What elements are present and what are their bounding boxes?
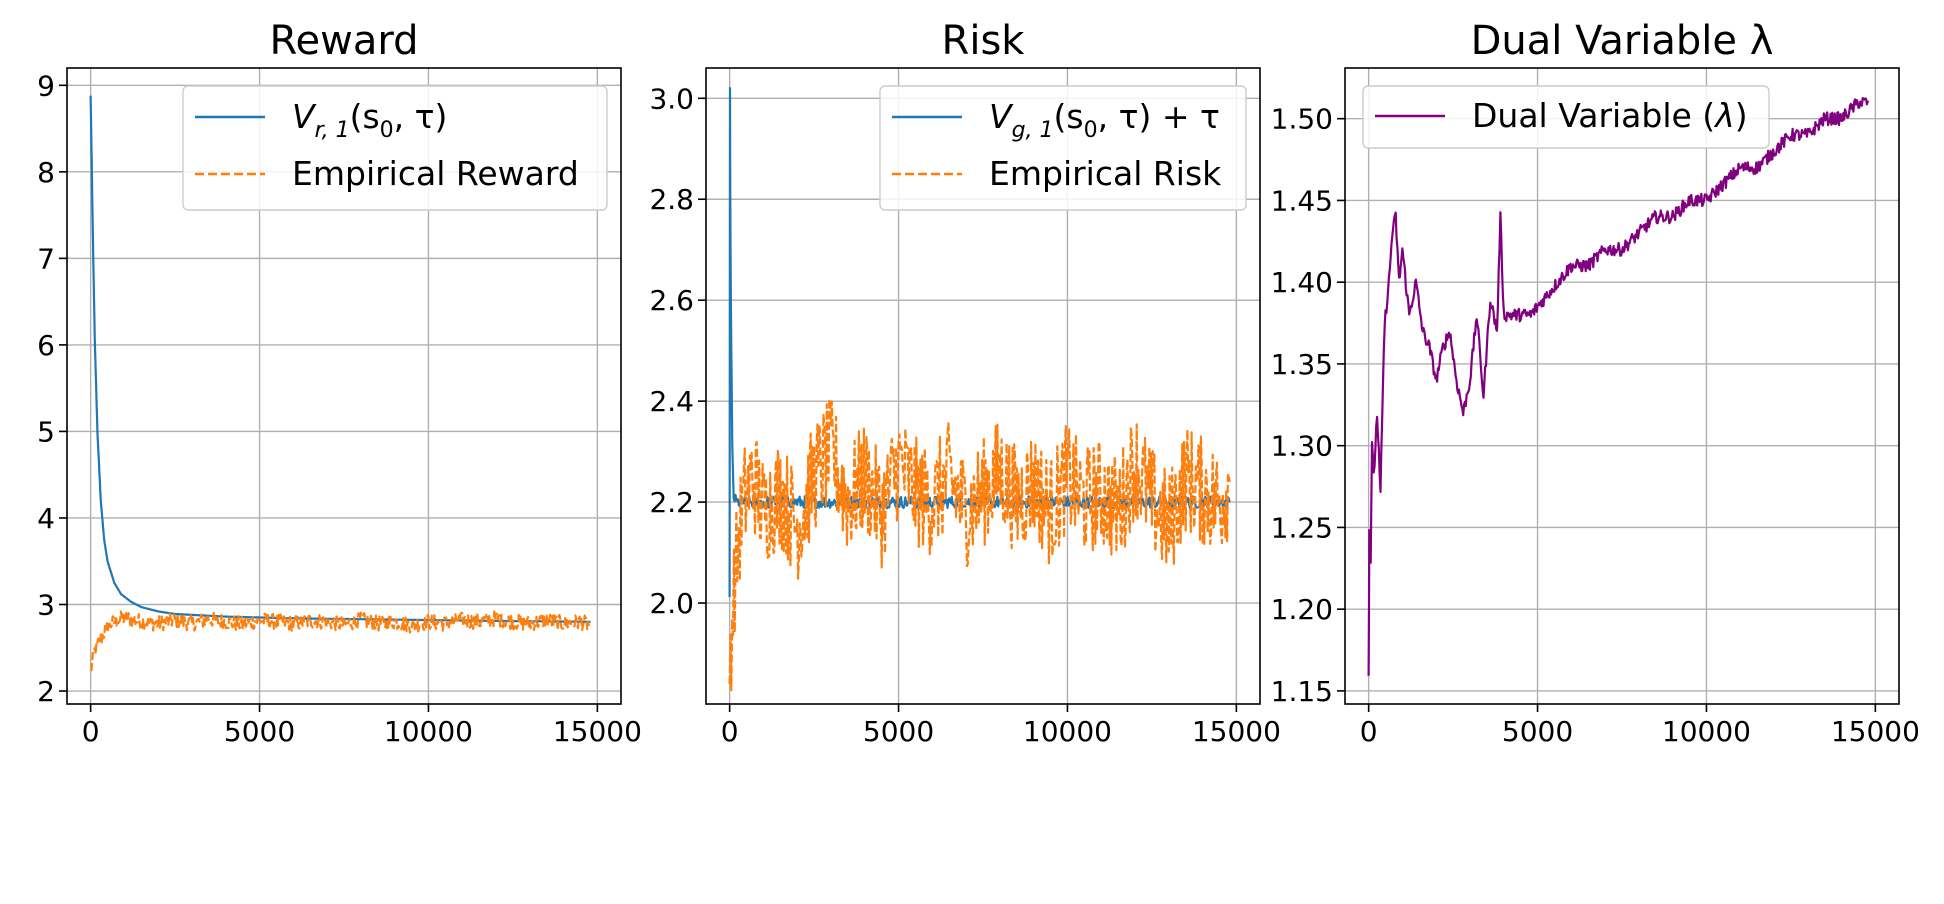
series-layer-risk xyxy=(728,86,1231,692)
x-tick-label: 0 xyxy=(721,715,739,748)
y-tick-label: 2.6 xyxy=(649,284,694,317)
x-tick-label: 0 xyxy=(82,715,100,748)
y-tick-label: 9 xyxy=(37,69,55,102)
legend-label-empirical-risk: Empirical Risk xyxy=(989,154,1222,193)
legend-reward: Vr, 1(s0, τ) Empirical Reward xyxy=(182,85,608,211)
x-tick-label: 0 xyxy=(1360,715,1378,748)
x-tick-label: 15000 xyxy=(1192,715,1281,748)
y-tick-label: 2 xyxy=(37,675,55,708)
y-tick-label: 1.50 xyxy=(1271,103,1333,136)
y-tick-label: 1.40 xyxy=(1271,266,1333,299)
series-line-reward-1 xyxy=(90,610,591,672)
ticks-dual-variable: 0 5000 10000 15000 1.15 1.20 1.25 1.30 1.35 1.40 1… xyxy=(1271,103,1920,748)
y-tick-label: 1.20 xyxy=(1271,593,1333,626)
y-tick-label: 1.15 xyxy=(1271,675,1333,708)
y-tick-label: 2.8 xyxy=(649,183,694,216)
x-tick-label: 5000 xyxy=(863,715,934,748)
chart-risk: Risk 0 5000 10000 15000 2.0 2.2 2.4 2.6 2.8 3.0 V… xyxy=(649,18,1280,748)
y-tick-label: 2.0 xyxy=(649,587,694,620)
legend-box-risk xyxy=(879,85,1247,211)
legend-label-risk-value-function: Vg, 1(s0, τ) + τ xyxy=(989,97,1220,143)
legend-risk: Vg, 1(s0, τ) + τ Empirical Risk xyxy=(879,85,1247,211)
y-tick-label: 2.4 xyxy=(649,385,694,418)
axes-frame-reward xyxy=(66,67,622,705)
y-tick-label: 6 xyxy=(37,329,55,362)
x-tick-label: 10000 xyxy=(384,715,473,748)
y-tick-label: 8 xyxy=(37,156,55,189)
series-line-risk-1 xyxy=(728,398,1231,692)
ticks-risk: 0 5000 10000 15000 2.0 2.2 2.4 2.6 2.8 3.0 xyxy=(649,82,1280,748)
y-tick-label: 5 xyxy=(37,415,55,448)
axes-frame-dual-variable xyxy=(1344,67,1900,705)
legend-box-dual-variable xyxy=(1362,85,1770,149)
legend-label-dual-variable: Dual Variable (λ) xyxy=(1472,96,1748,135)
chart-dual-variable: Dual Variable λ 0 5000 10000 15000 1.15 1.20 1… xyxy=(1271,18,1920,748)
grid-dual-variable xyxy=(1345,68,1899,704)
y-tick-label: 1.30 xyxy=(1271,430,1333,463)
legend-label-value-function: Vr, 1(s0, τ) xyxy=(292,97,447,143)
series-layer-dual-variable xyxy=(1367,96,1870,676)
chart-title-dual-variable: Dual Variable λ xyxy=(1471,18,1774,64)
y-tick-label: 2.2 xyxy=(649,486,694,519)
ticks-reward: 0 5000 10000 15000 2 3 4 5 6 7 8 9 xyxy=(37,69,642,748)
legend-label-empirical-reward: Empirical Reward xyxy=(292,154,579,193)
axes-frame-risk xyxy=(705,67,1261,705)
chart-reward: Reward 0 5000 10000 15000 2 3 4 5 6 7 8 9 Vr, 1(s0,… xyxy=(37,18,642,748)
y-tick-label: 3.0 xyxy=(649,82,694,115)
series-layer-reward xyxy=(89,95,592,672)
y-tick-label: 4 xyxy=(37,502,55,535)
y-tick-label: 1.35 xyxy=(1271,348,1333,381)
chart-title-reward: Reward xyxy=(270,18,419,64)
legend-dual-variable: Dual Variable (λ) xyxy=(1362,85,1770,149)
series-line-dual-variable-0 xyxy=(1367,96,1870,676)
x-tick-label: 15000 xyxy=(553,715,642,748)
y-tick-label: 1.45 xyxy=(1271,184,1333,217)
x-tick-label: 10000 xyxy=(1662,715,1751,748)
y-tick-label: 7 xyxy=(37,242,55,275)
x-tick-label: 5000 xyxy=(224,715,295,748)
x-tick-label: 5000 xyxy=(1502,715,1573,748)
y-tick-label: 3 xyxy=(37,588,55,621)
x-tick-label: 10000 xyxy=(1023,715,1112,748)
legend-box-reward xyxy=(182,85,608,211)
chart-title-risk: Risk xyxy=(942,18,1026,64)
y-tick-label: 1.25 xyxy=(1271,511,1333,544)
x-tick-label: 15000 xyxy=(1831,715,1920,748)
